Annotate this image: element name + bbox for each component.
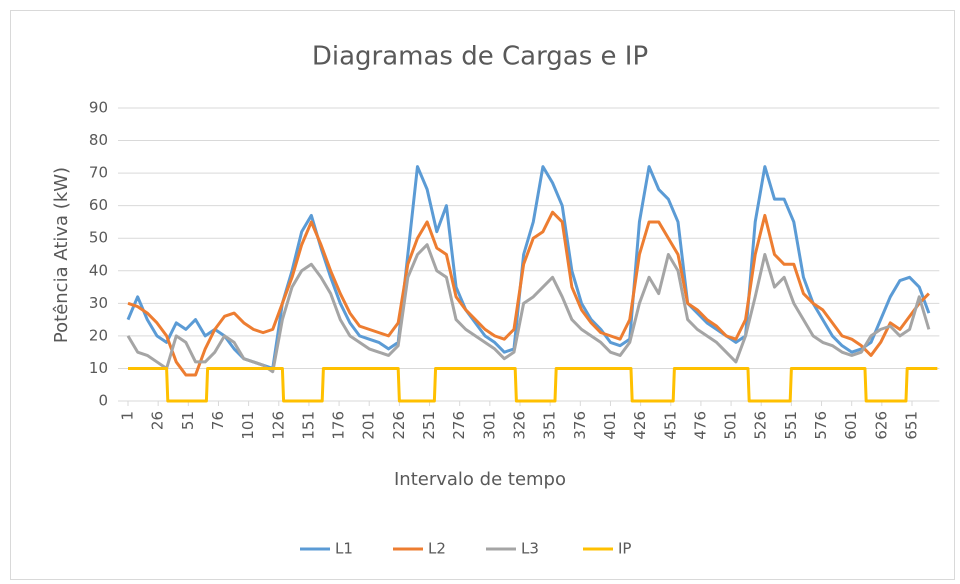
legend-label: IP bbox=[618, 540, 631, 558]
x-tick-label: 576 bbox=[812, 411, 830, 440]
series-line bbox=[127, 210, 930, 377]
legend-label: L1 bbox=[335, 540, 353, 558]
x-tick-label: 651 bbox=[903, 411, 921, 440]
x-tick-label: 526 bbox=[752, 411, 770, 440]
x-tick-label: 476 bbox=[691, 411, 709, 440]
x-tick-label: 251 bbox=[420, 411, 438, 440]
y-tick-label: 30 bbox=[89, 294, 108, 312]
x-tick-label: 51 bbox=[179, 411, 197, 430]
series-line bbox=[126, 243, 931, 374]
x-tick-label: 126 bbox=[269, 411, 287, 440]
x-tick-label: 376 bbox=[571, 411, 589, 440]
x-tick-label: 551 bbox=[782, 411, 800, 440]
x-tick-label: 426 bbox=[631, 411, 649, 440]
legend-label: L3 bbox=[521, 540, 539, 558]
x-tick-label: 226 bbox=[390, 411, 408, 440]
x-tick-label: 26 bbox=[149, 411, 167, 430]
x-tick-label: 101 bbox=[239, 411, 257, 440]
y-tick-label: 0 bbox=[98, 392, 108, 410]
x-tick-label: 201 bbox=[360, 411, 378, 440]
y-tick-label: 40 bbox=[89, 261, 108, 279]
x-tick-label: 276 bbox=[450, 411, 468, 440]
y-tick-label: 80 bbox=[89, 131, 108, 149]
x-tick-label: 326 bbox=[511, 411, 529, 440]
chart-title: Diagramas de Cargas e IP bbox=[312, 42, 648, 72]
y-tick-label: 60 bbox=[89, 196, 108, 214]
x-tick-label: 501 bbox=[722, 411, 740, 440]
y-tick-label: 50 bbox=[89, 229, 108, 247]
y-tick-label: 70 bbox=[89, 164, 108, 182]
chart-frame bbox=[10, 10, 955, 580]
legend-label: L2 bbox=[428, 540, 446, 558]
x-tick-label: 1 bbox=[119, 411, 137, 421]
x-tick-label: 176 bbox=[330, 411, 348, 440]
x-tick-label: 76 bbox=[209, 411, 227, 430]
x-tick-label: 401 bbox=[601, 411, 619, 440]
x-tick-label: 626 bbox=[872, 411, 890, 440]
y-tick-label: 20 bbox=[89, 326, 108, 344]
y-tick-label: 90 bbox=[89, 99, 108, 117]
y-axis-title: Potência Ativa (kW) bbox=[51, 167, 72, 343]
x-tick-label: 351 bbox=[541, 411, 559, 440]
x-tick-label: 151 bbox=[299, 411, 317, 440]
x-tick-label: 451 bbox=[661, 411, 679, 440]
series-line bbox=[128, 366, 938, 403]
y-tick-label: 10 bbox=[89, 359, 108, 377]
x-tick-label: 601 bbox=[842, 411, 860, 440]
x-tick-label: 301 bbox=[480, 411, 498, 440]
x-axis-title: Intervalo de tempo bbox=[394, 469, 566, 490]
